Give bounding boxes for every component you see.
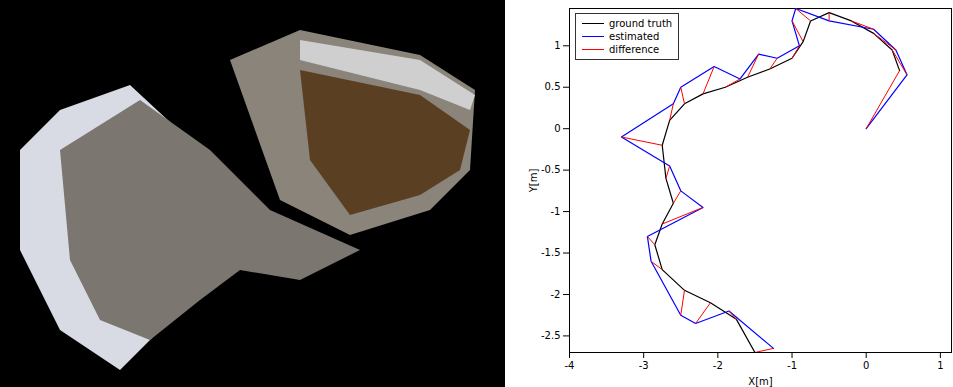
html-text:estimated: estimated (609, 31, 660, 42)
svg-text:X[m]: X[m] (748, 376, 772, 387)
svg-text:-1.5: -1.5 (541, 247, 561, 258)
svg-text:1: 1 (937, 360, 943, 371)
svg-text:-2: -2 (551, 289, 561, 300)
svg-text:0: 0 (863, 360, 869, 371)
svg-text:-0.5: -0.5 (541, 164, 561, 175)
svg-text:1: 1 (554, 40, 560, 51)
svg-text:-2.5: -2.5 (541, 330, 561, 341)
svg-text:-2: -2 (713, 360, 723, 371)
svg-text:-1: -1 (551, 206, 561, 217)
svg-text:Y[m]: Y[m] (528, 169, 539, 194)
html-text:difference: difference (609, 44, 660, 55)
svg-text:0.5: 0.5 (545, 81, 561, 92)
svg-text:0: 0 (554, 123, 560, 134)
svg-text:-4: -4 (565, 360, 575, 371)
html-text:ground truth: ground truth (609, 18, 673, 29)
svg-text:-3: -3 (639, 360, 649, 371)
svg-text:-1: -1 (787, 360, 797, 371)
